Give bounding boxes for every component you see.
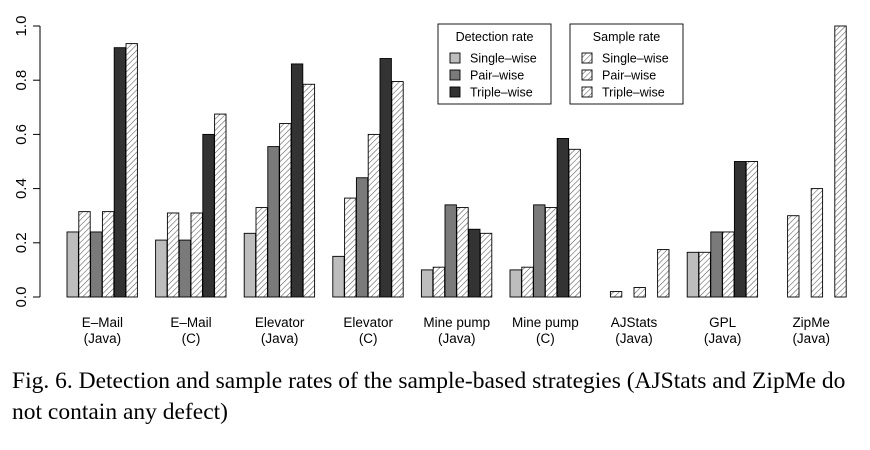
bar-sample-rate: [344, 197, 357, 298]
bar-sample-rate: [279, 123, 292, 298]
bar-sample-rate: [391, 81, 404, 298]
bar-sample-rate: [190, 212, 203, 298]
bar-detection-rate: [66, 231, 79, 298]
legend-swatch: [449, 52, 461, 64]
bar-sample-rate: [544, 207, 558, 298]
bar-detection-rate: [332, 255, 345, 298]
bar-sample-rate: [568, 148, 581, 298]
y-tick-label: 0.4: [13, 178, 30, 199]
legend-entry-label: Pair–wise: [470, 69, 524, 83]
legend-title: Sample rate: [593, 30, 660, 44]
bar-sample-rate: [456, 207, 469, 298]
y-axis: 0.0 0.2 0.4 0.6 0.8 1.0: [13, 16, 41, 308]
bar-sample-rate: [521, 266, 534, 298]
x-category-label: (Java): [261, 331, 299, 346]
x-category-label: GPL: [709, 315, 737, 330]
legend-swatch: [581, 86, 593, 98]
x-category-label: AJStats: [611, 315, 658, 330]
x-category-label: E–Mail: [82, 315, 123, 330]
legend-swatch: [581, 52, 593, 64]
bar-sample-rate: [166, 212, 180, 298]
legend-swatch: [449, 86, 461, 98]
bar-sample-rate: [367, 133, 381, 298]
bar-detection-rate: [444, 204, 457, 298]
legend-swatch: [581, 69, 593, 81]
bar-sample-rate: [698, 251, 711, 298]
bar-sample-rate: [214, 113, 227, 298]
x-category-label: E–Mail: [170, 315, 211, 330]
bar-sample-rate: [302, 83, 316, 298]
legend-entry-label: Pair–wise: [602, 69, 656, 83]
bar-sample-rate: [78, 211, 91, 298]
bar-sample-rate: [810, 188, 824, 298]
bar-detection-rate: [379, 58, 392, 298]
bar-detection-rate: [686, 251, 700, 298]
x-category-label: Mine pump: [512, 315, 579, 330]
bar-sample-rate: [787, 215, 800, 298]
x-category-label: ZipMe: [792, 315, 830, 330]
bar-sample-rate: [479, 232, 493, 298]
x-category-label: (C): [182, 331, 201, 346]
x-category-label: (C): [359, 331, 378, 346]
bar-detection-rate: [420, 269, 434, 298]
y-tick-label: 0.2: [13, 232, 30, 253]
x-category-label: (Java): [438, 331, 476, 346]
bar-detection-rate: [202, 133, 215, 298]
bar-sample-rate: [722, 231, 735, 298]
bar-sample-rate: [432, 266, 446, 298]
bar-detection-rate: [468, 228, 481, 298]
y-tick-label: 0.6: [13, 124, 30, 145]
y-tick-label: 0.8: [13, 70, 30, 91]
bar-sample-rate: [834, 25, 847, 298]
legend-entry-label: Single–wise: [470, 52, 537, 66]
bar-sample-rate: [101, 211, 115, 298]
legend-entry-label: Triple–wise: [470, 86, 533, 100]
bar-sample-rate: [633, 287, 646, 298]
y-tick-label: 0.0: [13, 287, 30, 308]
legend-title: Detection rate: [456, 30, 534, 44]
bar-detection-rate: [710, 231, 723, 298]
bar-detection-rate: [90, 231, 103, 298]
legend: Detection rate Single–wise Pair–wise Triple…: [437, 23, 684, 105]
bar-detection-rate: [290, 63, 304, 298]
bars: [66, 25, 847, 298]
x-category-label: (Java): [84, 331, 122, 346]
bar-sample-rate: [255, 207, 268, 298]
bar-sample-rate: [609, 291, 623, 298]
x-category-label: (Java): [704, 331, 742, 346]
bar-sample-rate: [125, 43, 138, 298]
legend-entry-label: Triple–wise: [602, 86, 665, 100]
bar-detection-rate: [155, 239, 168, 298]
bar-detection-rate: [178, 239, 192, 298]
x-category-label: Elevator: [343, 315, 393, 330]
bar-detection-rate: [243, 232, 257, 298]
bar-detection-rate: [113, 47, 127, 298]
bar-detection-rate: [355, 177, 369, 298]
bar-detection-rate: [556, 138, 570, 298]
x-category-label: Mine pump: [423, 315, 490, 330]
x-category-label: (C): [536, 331, 555, 346]
bar-detection-rate: [733, 161, 747, 298]
y-tick-label: 1.0: [13, 16, 30, 37]
x-category-label: Elevator: [255, 315, 305, 330]
x-axis-labels: E–Mail(Java)E–Mail(C)Elevator(Java)Eleva…: [82, 315, 830, 346]
legend-entry-label: Single–wise: [602, 52, 669, 66]
figure-caption: Fig. 6. Detection and sample rates of th…: [12, 368, 846, 425]
x-category-label: (Java): [615, 331, 653, 346]
bar-sample-rate: [657, 249, 670, 298]
bar-detection-rate: [509, 269, 522, 298]
bar-detection-rate: [533, 204, 546, 298]
legend-swatch: [449, 69, 461, 81]
bar-sample-rate: [745, 161, 759, 298]
x-category-label: (Java): [792, 331, 830, 346]
bar-detection-rate: [267, 146, 280, 298]
